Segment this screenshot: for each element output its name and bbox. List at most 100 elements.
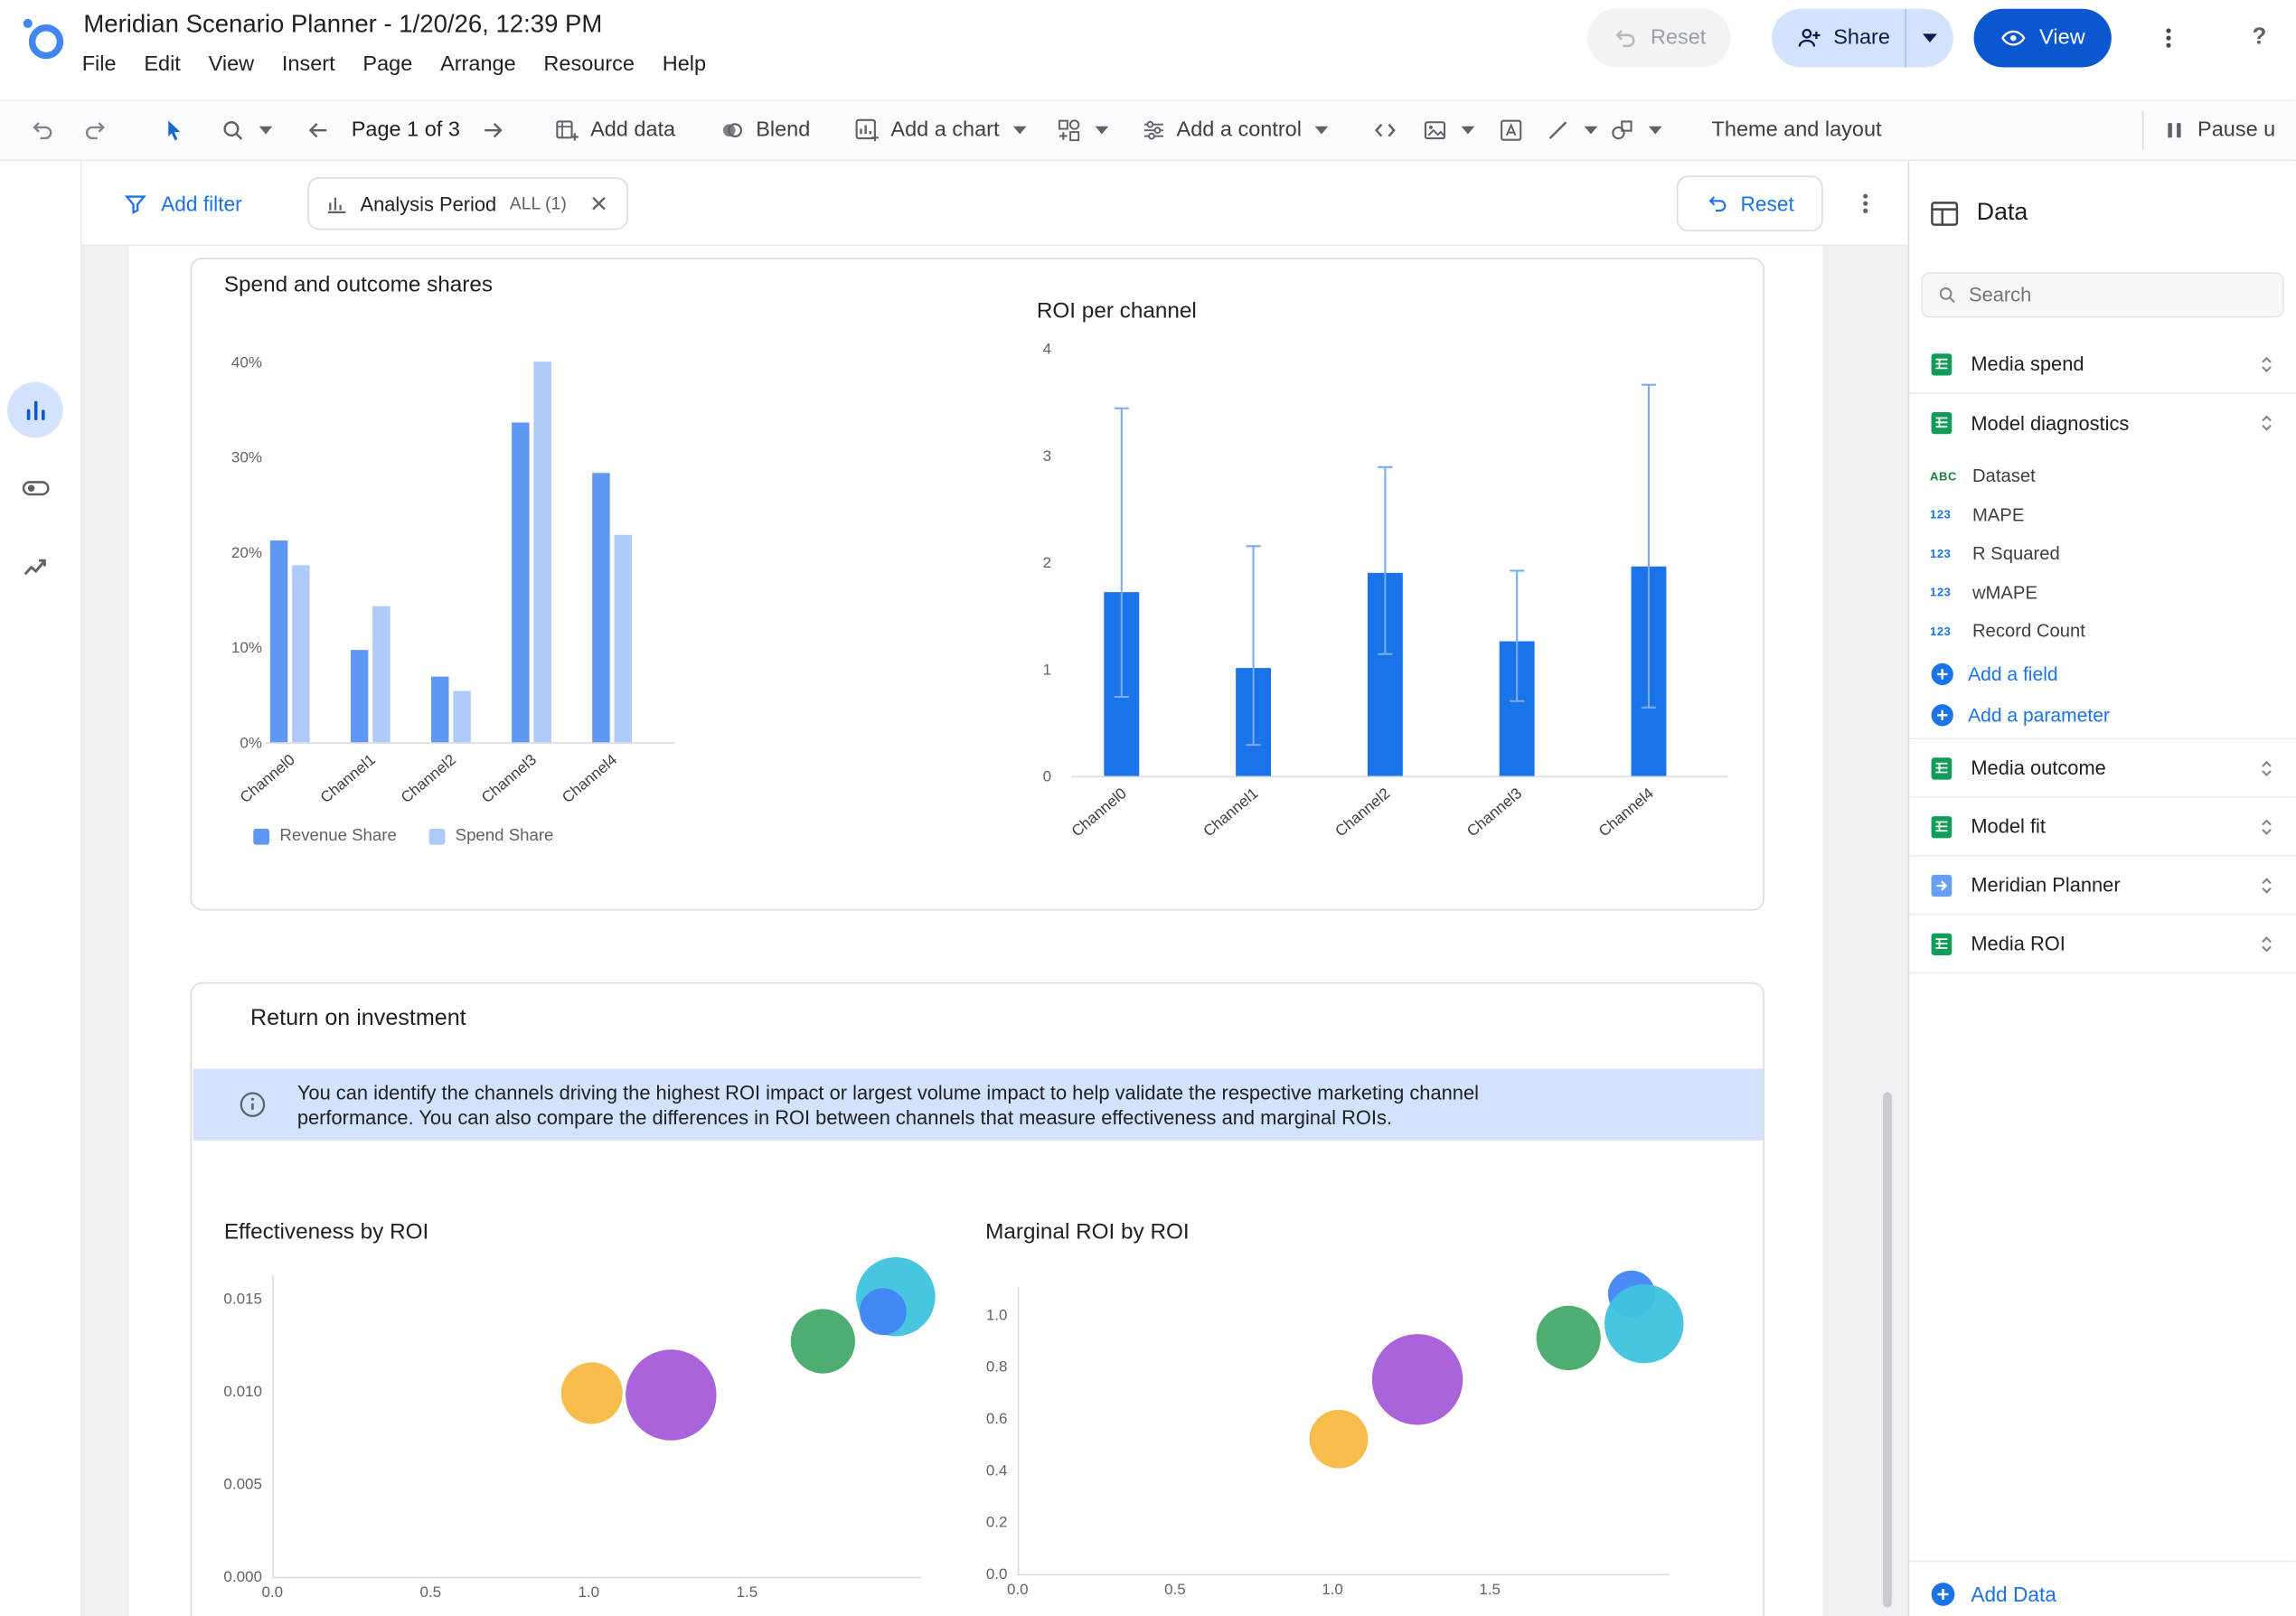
data-source-meridian-planner[interactable]: Meridian Planner (1909, 857, 2296, 916)
page-nav-label[interactable]: Page 1 of 3 (351, 118, 460, 143)
add-control-icon (1143, 120, 1163, 140)
menu-insert[interactable]: Insert (281, 52, 335, 77)
report-page[interactable]: Spend and outcome shares ROI per channel… (128, 246, 1823, 1616)
unfold-icon[interactable] (2251, 752, 2283, 785)
data-source-media-roi[interactable]: Media ROI (1909, 915, 2296, 974)
undo-icon (33, 122, 52, 140)
undo-button[interactable] (21, 108, 65, 153)
text-button[interactable] (1489, 108, 1533, 153)
menu-bar: File Edit View Insert Page Arrange Resource Hel… (82, 52, 706, 76)
data-source-label: Model diagnostics (1971, 411, 2130, 435)
shape-button[interactable] (1609, 117, 1662, 144)
unfold-icon[interactable] (2251, 407, 2283, 439)
data-source-model-diagnostics[interactable]: Model diagnostics (1909, 394, 2296, 453)
add-data-button[interactable]: Add data (554, 117, 675, 144)
add-control-button[interactable]: Add a control (1140, 117, 1329, 144)
theme-layout-button[interactable]: Theme and layout (1711, 118, 1882, 143)
eye-icon (2000, 30, 2026, 46)
back-arrow-icon (308, 123, 327, 138)
next-page-button[interactable] (472, 108, 516, 153)
marginal-roi-by-roi-chart[interactable]: 0.0 0.2 0.4 0.6 0.8 1.0 0.0 0.5 1.0 1.5 (968, 1254, 1745, 1616)
menu-file[interactable]: File (81, 52, 117, 77)
svg-text:Channel2: Channel2 (398, 751, 459, 806)
previous-page-button[interactable] (296, 108, 340, 153)
canvas-scrollbar[interactable] (1883, 1092, 1892, 1608)
unfold-icon[interactable] (2251, 811, 2283, 843)
share-main[interactable]: Share (1772, 25, 1905, 52)
svg-text:Channel0: Channel0 (237, 751, 298, 806)
menu-help[interactable]: Help (662, 52, 707, 77)
field-mape[interactable]: 123 MAPE (1909, 495, 2296, 534)
menu-page[interactable]: Page (362, 52, 413, 77)
roi-per-channel-chart[interactable]: 0 1 2 3 4 Channel0 Channel1 Channel2 Channel3 Cha… (1019, 324, 1751, 865)
pause-updates-button[interactable]: Pause u (2161, 117, 2275, 144)
line-button[interactable] (1545, 117, 1598, 144)
filter-reset-button[interactable]: Reset (1676, 175, 1823, 231)
unfold-icon[interactable] (2251, 927, 2283, 960)
field-r-squared[interactable]: 123 R Squared (1909, 534, 2296, 573)
effectiveness-by-roi-chart[interactable]: 0.000 0.005 0.010 0.015 0.0 0.5 1.0 1.5 (206, 1254, 983, 1616)
menu-edit[interactable]: Edit (144, 52, 181, 77)
close-icon (592, 196, 606, 211)
looker-studio-logo[interactable] (17, 14, 67, 63)
view-button[interactable]: View (1973, 8, 2112, 68)
rail-explore-button[interactable] (7, 539, 63, 595)
unfold-icon[interactable] (2251, 348, 2283, 381)
canvas: Add filter Analysis Period ALL (1) Reset (81, 161, 1908, 1616)
data-source-media-spend[interactable]: Media spend (1909, 335, 2296, 394)
line-icon (1548, 121, 1567, 139)
filter-more-button[interactable] (1843, 182, 1887, 226)
callout-text: You can identify the channels driving th… (296, 1082, 1479, 1129)
rail-controls-button[interactable] (7, 460, 63, 516)
menu-resource[interactable]: Resource (543, 52, 635, 77)
svg-text:0.8: 0.8 (986, 1358, 1008, 1376)
report-title[interactable]: Meridian Scenario Planner - 1/20/26, 12:… (83, 10, 603, 39)
image-button[interactable] (1422, 117, 1475, 144)
sheet-icon (1931, 815, 1953, 838)
filter-bar: Add filter Analysis Period ALL (1) Reset (81, 161, 1908, 247)
unfold-icon[interactable] (2251, 869, 2283, 901)
help-button[interactable]: ? (2237, 16, 2282, 61)
return-on-investment-card[interactable]: Return on investment You can identify th… (190, 982, 1764, 1616)
spend-roi-card[interactable]: Spend and outcome shares ROI per channel… (190, 258, 1764, 911)
more-vertical-icon (2166, 28, 2171, 48)
zoom-button[interactable] (220, 117, 273, 144)
field-type-icon: 123 (1929, 625, 1952, 638)
sheet-icon (1931, 411, 1953, 435)
header-actions: Reset Share View ? (1587, 8, 2284, 68)
svg-text:30%: 30% (231, 449, 262, 466)
filter-chip[interactable]: Analysis Period ALL (1) (307, 177, 628, 230)
search-box[interactable] (1921, 272, 2284, 318)
data-panel-title: Data (1976, 199, 2028, 226)
reset-button[interactable]: Reset (1587, 8, 1731, 68)
toolbar: Page 1 of 3 Add data Blend Add a chart A… (0, 99, 2296, 162)
sheet-icon (1931, 352, 1953, 375)
add-filter-button[interactable]: Add filter (102, 175, 262, 231)
embed-code-button[interactable] (1363, 108, 1407, 153)
data-sources-top: Media spend Model diagnostics (1909, 335, 2296, 453)
rail-report-button[interactable] (7, 381, 63, 438)
svg-text:0.0: 0.0 (1007, 1581, 1029, 1598)
search-input[interactable] (1968, 284, 2269, 306)
share-caret-button[interactable] (1906, 33, 1953, 42)
add-community-viz-button[interactable] (1055, 117, 1108, 144)
field-wmape[interactable]: 123 wMAPE (1909, 573, 2296, 612)
redo-button[interactable] (73, 108, 118, 153)
more-options-button[interactable] (2147, 16, 2191, 61)
data-source-model-fit[interactable]: Model fit (1909, 798, 2296, 857)
add-field-button[interactable]: Add a field (1909, 653, 2296, 693)
field-record-count[interactable]: 123 Record Count (1909, 612, 2296, 651)
field-dataset[interactable]: ABC Dataset (1909, 456, 2296, 495)
share-button[interactable]: Share (1772, 8, 1953, 68)
add-data-button[interactable]: Add Data (1909, 1560, 2296, 1608)
menu-arrange[interactable]: Arrange (440, 52, 516, 77)
blend-button[interactable]: Blend (720, 117, 810, 144)
data-source-media-outcome[interactable]: Media outcome (1909, 739, 2296, 798)
chip-close-button[interactable] (588, 193, 609, 214)
spend-outcome-chart[interactable]: 0% 10% 20% 30% 40% Channel0 Channel1 Channel2 Ch… (206, 324, 983, 865)
add-chart-button[interactable]: Add a chart (854, 117, 1026, 144)
menu-view[interactable]: View (208, 52, 255, 77)
svg-text:0.4: 0.4 (986, 1461, 1008, 1479)
add-parameter-button[interactable]: Add a parameter (1909, 694, 2296, 735)
select-tool-button[interactable] (152, 108, 196, 153)
